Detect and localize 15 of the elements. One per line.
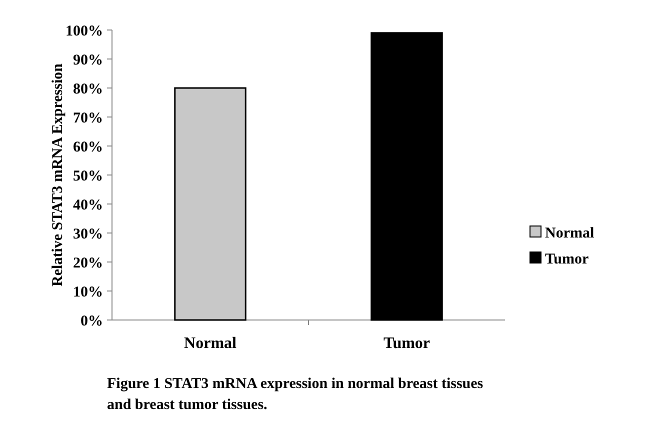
caption: Figure 1 STAT3 mRNA expression in normal breast tissues and breast tumor tissues. [107,376,484,413]
y-tick-label: 80% [73,81,103,98]
legend-label: Tumor [545,251,589,268]
y-tick-label: 100% [66,23,103,40]
y-tick-label: 60% [73,139,103,156]
y-tick-label: 40% [73,197,103,214]
y-tick-label: 50% [73,168,103,184]
y-tick-label: 70% [73,110,103,126]
legend-label: Normal [545,225,594,242]
y-tick-label: 90% [73,52,103,68]
y-tick-label: 10% [73,284,103,300]
y-tick-label: 30% [73,226,103,242]
y-tick-label: 0% [80,313,103,330]
y-axis-title: Relative STAT3 mRNA Expression [50,62,66,286]
y-tick-label: 20% [73,255,103,272]
